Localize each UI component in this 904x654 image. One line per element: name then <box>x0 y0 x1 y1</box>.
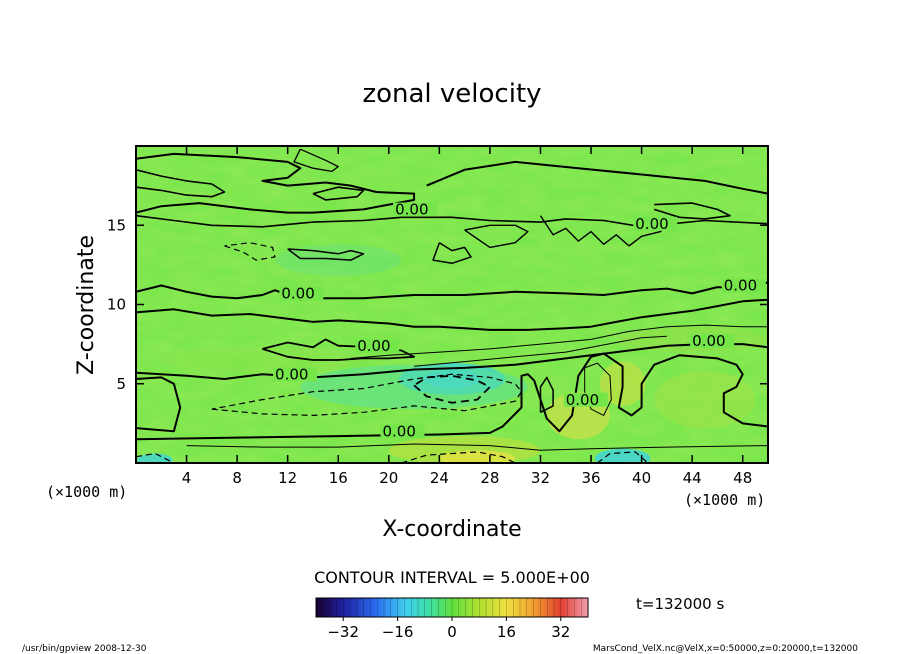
x-tick-label: 4 <box>182 469 192 487</box>
contour-line <box>350 324 768 359</box>
zero-contour-label: 0.00 <box>692 332 725 350</box>
contour-line <box>413 374 491 404</box>
y-tick-label: 10 <box>107 296 126 314</box>
contour-interval-text: CONTOUR INTERVAL = 5.000E+00 <box>314 568 590 587</box>
contour-line <box>539 376 554 413</box>
contour-line <box>653 202 731 220</box>
contour-line <box>136 169 226 198</box>
contour-line <box>464 224 529 249</box>
x-tick-label: 48 <box>733 469 752 487</box>
contour-line <box>136 298 768 331</box>
anomaly-patch <box>439 450 516 463</box>
colorbar-tick-label: 0 <box>447 623 457 641</box>
anomaly-patch <box>275 244 402 276</box>
contour-line <box>432 242 472 265</box>
y-tick-label: 15 <box>107 216 126 234</box>
colorbar-tick-label: −32 <box>327 623 359 641</box>
chart-title: zonal velocity <box>362 79 541 109</box>
zero-contour-label: 0.00 <box>275 365 308 383</box>
contour-line <box>312 186 365 201</box>
zero-contour-label: 0.00 <box>382 422 415 440</box>
contour-line <box>136 152 416 214</box>
x-axis-ticks: 4 8 12 16 20 24 28 32 36 40 44 48 <box>182 146 752 487</box>
x-tick-label: 16 <box>329 469 348 487</box>
colorbar-tick-label: 32 <box>551 623 570 641</box>
contour-plot-area: 0.00 0.00 0.00 0.00 0.00 0.00 0.00 0.00 0.00 <box>136 146 768 463</box>
anomaly-patch <box>300 364 528 410</box>
colorbar-ticks: −32 −16 0 16 32 <box>327 617 570 641</box>
zero-contour-label: 0.00 <box>281 285 314 303</box>
x-tick-label: 24 <box>430 469 449 487</box>
contour-label-bg <box>273 367 318 382</box>
contour-line <box>136 352 768 441</box>
footer-left: /usr/bin/gpview 2008-12-30 <box>22 644 147 654</box>
zero-contour-label: 0.00 <box>566 391 599 409</box>
contour-line <box>136 281 768 301</box>
time-label: t=132000 s <box>636 595 724 613</box>
zero-contour-label: 0.00 <box>357 337 390 355</box>
x-unit-right: (×1000 m) <box>684 491 765 509</box>
colorbar: −32 −16 0 16 32 <box>315 597 589 641</box>
contour-line <box>136 452 175 463</box>
contour-label-bg <box>380 424 425 439</box>
y-axis-ticks: 5 10 15 <box>107 216 768 393</box>
contour-line <box>414 335 667 367</box>
x-tick-label: 40 <box>632 469 651 487</box>
colorbar-segments <box>322 598 582 617</box>
contour-line <box>211 373 523 416</box>
contour-label-bg <box>633 216 678 231</box>
zero-contour-label: 0.00 <box>724 277 757 295</box>
anomaly-patch <box>654 371 756 429</box>
anomaly-patch <box>137 453 173 463</box>
x-tick-label: 36 <box>581 469 600 487</box>
x-tick-label: 8 <box>232 469 242 487</box>
contour-line <box>287 248 365 261</box>
contour-line <box>136 376 182 433</box>
footer-right: MarsCond_VelX.nc@VelX,x=0:50000,z=0:2000… <box>593 644 858 654</box>
x-tick-label: 28 <box>480 469 499 487</box>
zero-contour-label: 0.00 <box>635 215 668 233</box>
x-tick-label: 44 <box>683 469 702 487</box>
y-axis-label: Z-coordinate <box>74 235 99 375</box>
contour-label-bg <box>393 202 438 217</box>
contour-line <box>136 343 768 380</box>
x-tick-label: 32 <box>531 469 550 487</box>
colorbar-tick-label: 16 <box>497 623 516 641</box>
anomaly-patch <box>161 347 364 373</box>
field-texture <box>136 146 768 463</box>
x-axis-label: X-coordinate <box>382 517 521 542</box>
contour-label-bg <box>563 392 608 407</box>
contour-label-bg <box>690 334 735 349</box>
contour-label-bg <box>355 338 400 353</box>
x-tick-label: 12 <box>278 469 297 487</box>
x-unit-left: (×1000 m) <box>46 483 127 501</box>
contour-line <box>224 242 276 261</box>
contour-line <box>539 215 668 247</box>
contour-label-bg <box>721 278 766 293</box>
contour-line <box>293 148 339 173</box>
contour-line <box>136 214 768 228</box>
contour-line <box>426 160 768 195</box>
zero-contour-label: 0.00 <box>395 201 428 219</box>
colorbar-tick-label: −16 <box>382 623 414 641</box>
contour-line <box>186 443 768 451</box>
contour-label-bg <box>279 286 324 301</box>
x-tick-label: 20 <box>379 469 398 487</box>
y-tick-label: 5 <box>116 375 126 393</box>
